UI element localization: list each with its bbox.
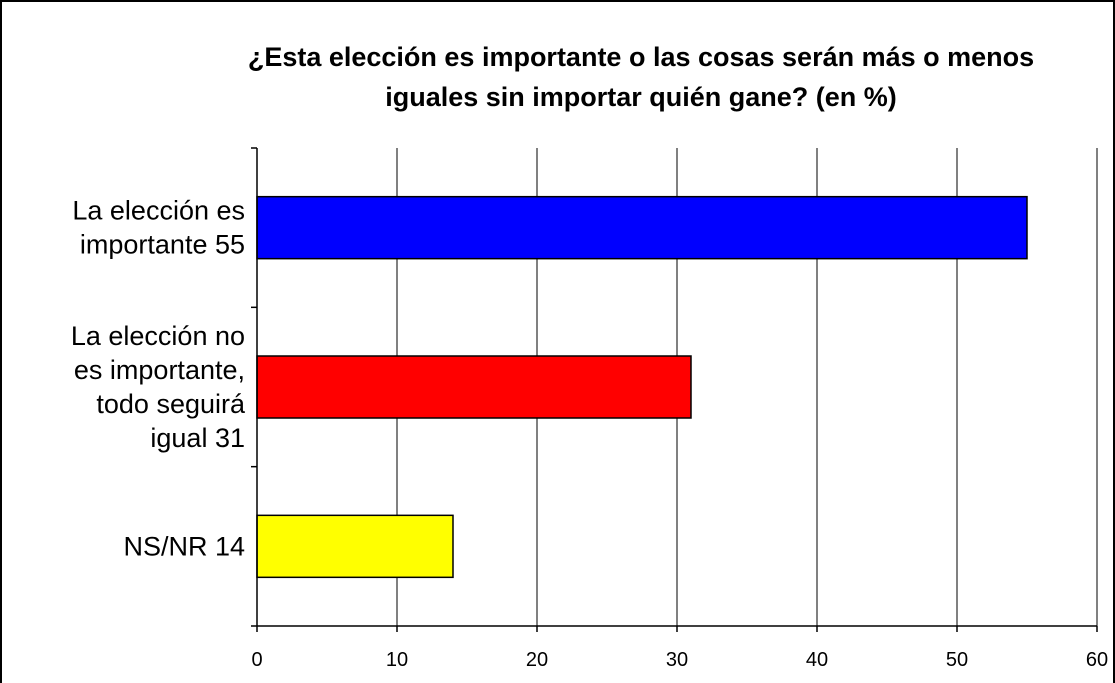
- category-label-2-line-4: igual 31: [150, 423, 245, 453]
- chart-title: ¿Esta elección es importante o las cosas…: [248, 42, 1034, 112]
- bar-1: [256, 195, 1028, 260]
- category-label-1-line-1: La elección es: [72, 196, 245, 226]
- x-tick-label-0: 0: [251, 649, 262, 671]
- x-tick-label-60: 60: [1086, 649, 1108, 671]
- x-tick-label-20: 20: [526, 649, 548, 671]
- category-label-2-line-1: La elección no: [71, 321, 245, 351]
- axes: [251, 147, 1098, 632]
- chart-title-line-1: ¿Esta elección es importante o las cosas…: [248, 42, 1034, 72]
- bar-2: [256, 355, 692, 419]
- category-label-2-line-2: es importante,: [74, 355, 245, 385]
- category-label-2-line-3: todo seguirá: [96, 389, 246, 419]
- category-label-1-line-2: importante 55: [80, 230, 245, 260]
- x-tick-labels: 0 10 20 30 40 50 60: [251, 649, 1108, 671]
- x-tick-label-40: 40: [806, 649, 828, 671]
- category-labels: La elección es importante 55 La elección n…: [71, 196, 246, 562]
- x-tick-label-50: 50: [946, 649, 968, 671]
- chart-title-line-2: iguales sin importar quién gane? (en %): [385, 82, 897, 112]
- x-tick-label-30: 30: [666, 649, 688, 671]
- bar-3: [256, 514, 454, 579]
- x-tick-label-10: 10: [386, 649, 408, 671]
- category-label-3-line-1: NS/NR 14: [123, 531, 245, 561]
- bars: [256, 195, 1028, 579]
